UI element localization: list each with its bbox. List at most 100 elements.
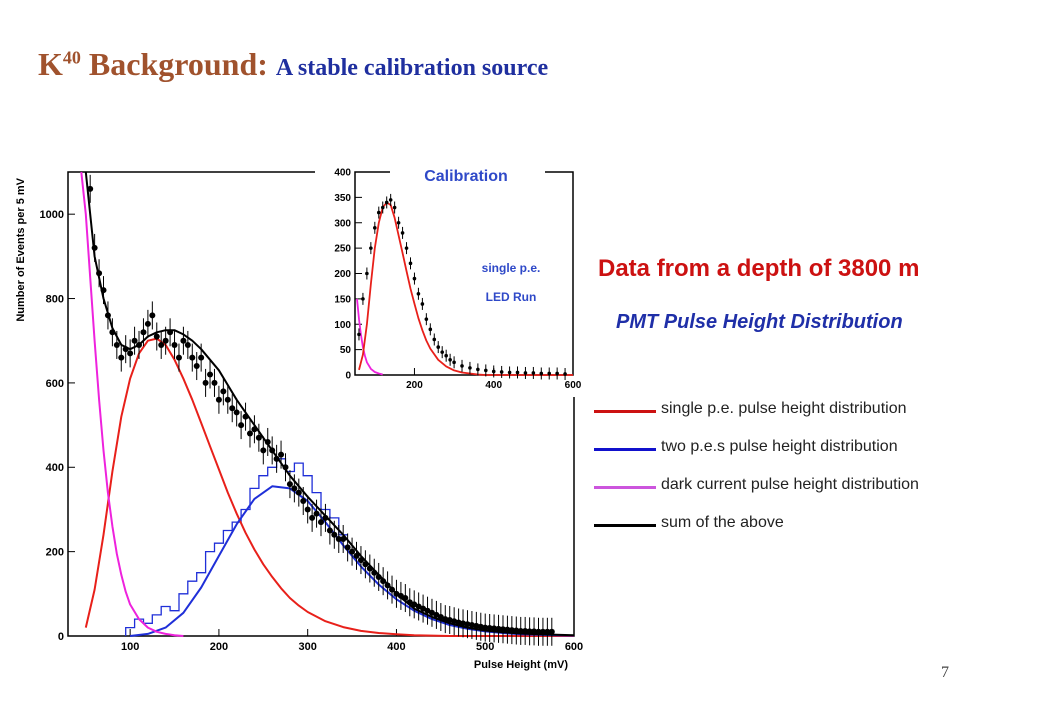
data-point bbox=[353, 552, 360, 559]
data-point bbox=[464, 621, 471, 628]
data-point bbox=[335, 535, 342, 542]
data-point bbox=[269, 447, 276, 454]
inset-data-point bbox=[412, 276, 417, 281]
data-point bbox=[420, 605, 427, 612]
data-point bbox=[149, 312, 156, 319]
calibration-inset: 200 400 600 0 50 100 150 200 250 300 350 400 Calibr… bbox=[315, 162, 585, 397]
legend-swatch-magenta bbox=[594, 486, 656, 489]
inset-data-point bbox=[380, 205, 385, 210]
data-point bbox=[198, 354, 205, 361]
data-point bbox=[362, 561, 369, 568]
legend-label: two p.e.s pulse height distribution bbox=[661, 438, 898, 455]
data-point bbox=[207, 371, 214, 378]
data-point bbox=[278, 451, 285, 458]
data-point bbox=[313, 510, 320, 517]
inset-dark-current-fit-line bbox=[356, 298, 383, 376]
inset-data-point bbox=[555, 371, 559, 376]
inset-data-point bbox=[416, 292, 421, 296]
data-point bbox=[189, 354, 196, 361]
data-point bbox=[504, 626, 511, 633]
legend-label: dark current pulse height distribution bbox=[661, 476, 919, 493]
inset-data-point bbox=[539, 371, 544, 376]
data-point bbox=[544, 628, 551, 635]
data-point bbox=[233, 409, 240, 416]
main-x-tick-label: 500 bbox=[476, 641, 494, 653]
inset-single-pe-fit-line bbox=[358, 201, 573, 376]
inset-data-point bbox=[361, 297, 365, 301]
data-point bbox=[340, 535, 347, 542]
inset-data-point bbox=[440, 350, 445, 354]
data-point bbox=[508, 627, 515, 634]
data-point bbox=[539, 628, 546, 635]
data-point bbox=[526, 628, 533, 635]
data-point bbox=[393, 590, 400, 597]
inset-data-point bbox=[388, 198, 393, 202]
data-point bbox=[406, 599, 413, 606]
data-point bbox=[171, 341, 178, 348]
inset-data-point bbox=[499, 370, 504, 374]
data-point bbox=[220, 388, 227, 395]
main-y-tick-label: 0 bbox=[58, 631, 64, 643]
data-point bbox=[424, 607, 431, 614]
data-point bbox=[167, 329, 174, 336]
data-point bbox=[100, 287, 107, 294]
data-point bbox=[499, 626, 506, 633]
inset-data-point bbox=[491, 369, 496, 374]
data-point bbox=[113, 341, 120, 348]
main-y-tick-label: 600 bbox=[46, 378, 64, 390]
data-point bbox=[273, 455, 280, 462]
main-plot-series bbox=[80, 171, 575, 646]
main-y-tick-label: 800 bbox=[46, 293, 64, 305]
data-point bbox=[282, 464, 289, 471]
x-axis-label: Pulse Height (mV) bbox=[474, 659, 568, 671]
headline-depth: Data from a depth of 3800 m bbox=[598, 255, 920, 282]
data-point bbox=[180, 337, 187, 344]
inset-data-point bbox=[448, 357, 452, 362]
data-point bbox=[477, 623, 484, 630]
dark-current-fit-line bbox=[80, 171, 184, 637]
data-point bbox=[158, 341, 165, 348]
data-point bbox=[384, 582, 391, 589]
data-point bbox=[260, 447, 267, 454]
inset-annotation-single-pe: single p.e. bbox=[482, 261, 541, 275]
data-point bbox=[433, 611, 440, 618]
data-point bbox=[495, 625, 502, 632]
data-point bbox=[153, 333, 160, 340]
data-point bbox=[118, 354, 125, 361]
data-point bbox=[264, 438, 271, 445]
data-point bbox=[517, 627, 524, 634]
inset-y-tick-label: 50 bbox=[340, 345, 352, 356]
data-point bbox=[455, 619, 462, 626]
inset-data-point bbox=[357, 332, 361, 337]
data-point bbox=[486, 624, 493, 631]
legend-swatch-black bbox=[594, 524, 656, 527]
data-point bbox=[224, 396, 231, 403]
data-point bbox=[522, 627, 529, 634]
title-subtitle: A stable calibration source bbox=[275, 55, 549, 81]
data-point bbox=[411, 601, 418, 608]
data-point bbox=[229, 405, 236, 412]
legend-label: single p.e. pulse height distribution bbox=[661, 400, 907, 417]
inset-data-point bbox=[392, 205, 397, 210]
inset-data-point bbox=[507, 370, 512, 375]
subheadline-pmt: PMT Pulse Height Distribution bbox=[616, 311, 903, 333]
data-point bbox=[242, 413, 249, 420]
data-point bbox=[109, 329, 116, 336]
data-point bbox=[491, 625, 498, 632]
data-point bbox=[349, 548, 356, 555]
data-point bbox=[175, 354, 182, 361]
data-point bbox=[428, 609, 435, 616]
inset-y-tick-label: 100 bbox=[334, 320, 351, 331]
data-point bbox=[322, 514, 329, 521]
inset-y-tick-label: 250 bbox=[334, 244, 351, 255]
main-y-tick-label: 400 bbox=[46, 462, 64, 474]
inset-data-point bbox=[468, 366, 472, 370]
data-point bbox=[397, 592, 404, 599]
data-point bbox=[91, 244, 98, 251]
data-point bbox=[468, 622, 475, 629]
data-point bbox=[104, 312, 111, 319]
data-point bbox=[300, 498, 307, 505]
inset-title: Calibration bbox=[424, 168, 508, 185]
inset-x-tick-label: 600 bbox=[565, 380, 582, 391]
data-point bbox=[344, 544, 351, 551]
